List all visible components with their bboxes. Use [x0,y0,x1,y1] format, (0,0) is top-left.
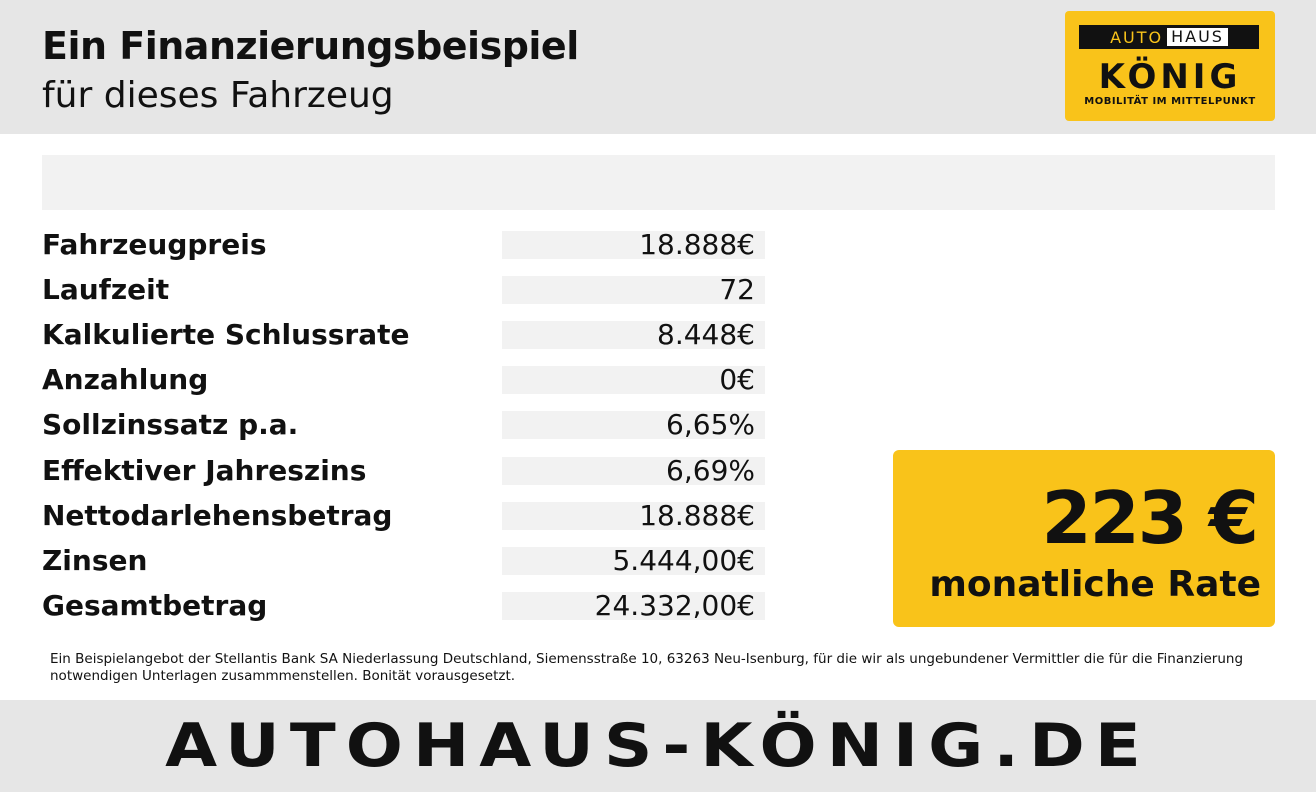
footer-band: AUTOHAUS-KÖNIG.DE [0,700,1316,792]
row-value: 72 [719,273,755,307]
row-value: 18.888€ [639,498,755,532]
logo-tagline: MOBILITÄT IM MITTELPUNKT [1084,96,1256,107]
row-label: Nettodarlehensbetrag [42,498,393,532]
row-label: Kalkulierte Schlussrate [42,318,410,352]
row-value: 18.888€ [639,228,755,261]
row-value: 6,69% [666,453,755,487]
value-cell [502,321,765,350]
row-label: Effektiver Jahreszins [42,453,367,487]
logo: AUTO HAUS KÖNIG MOBILITÄT IM MITTELPUNKT [1065,11,1275,121]
row-label: Fahrzeugpreis [42,228,267,261]
header-band: Ein Finanzierungsbeispiel für dieses Fah… [0,0,1316,134]
logo-top: AUTO HAUS [1079,25,1259,49]
logo-auto: AUTO [1110,27,1164,47]
row-value: 6,65% [666,408,755,442]
subtitle: für dieses Fahrzeug [42,75,394,116]
rate-box: 223 € monatliche Rate [893,450,1275,627]
row-label: Gesamtbetrag [42,588,268,622]
value-cell [502,591,765,620]
value-cell [502,501,765,530]
value-cell [502,546,765,575]
value-cell [502,411,765,440]
row-value: 5.444,00€ [612,543,755,577]
value-cell [502,276,765,305]
logo-name: KÖNIG [1098,57,1242,97]
disclaimer: Ein Beispielangebot der Stellantis Bank … [50,651,1244,684]
rate-label: monatliche Rate [929,564,1261,605]
row-label: Anzahlung [42,363,209,397]
row-value: 0€ [719,363,755,397]
row-label: Sollzinssatz p.a. [42,408,299,442]
empty-strip [42,155,1275,210]
logo-haus: HAUS [1167,28,1228,46]
value-cell [502,231,765,259]
rate-amount: 223 € [1041,476,1259,560]
title: Ein Finanzierungsbeispiel [42,24,579,68]
row-label: Zinsen [42,543,148,577]
row-label: Laufzeit [42,273,170,307]
site-name: AUTOHAUS-KÖNIG.DE [165,711,1151,781]
value-cell [502,456,765,485]
value-cell [502,366,765,395]
row-value: 24.332,00€ [594,588,755,622]
row-value: 8.448€ [657,318,755,352]
